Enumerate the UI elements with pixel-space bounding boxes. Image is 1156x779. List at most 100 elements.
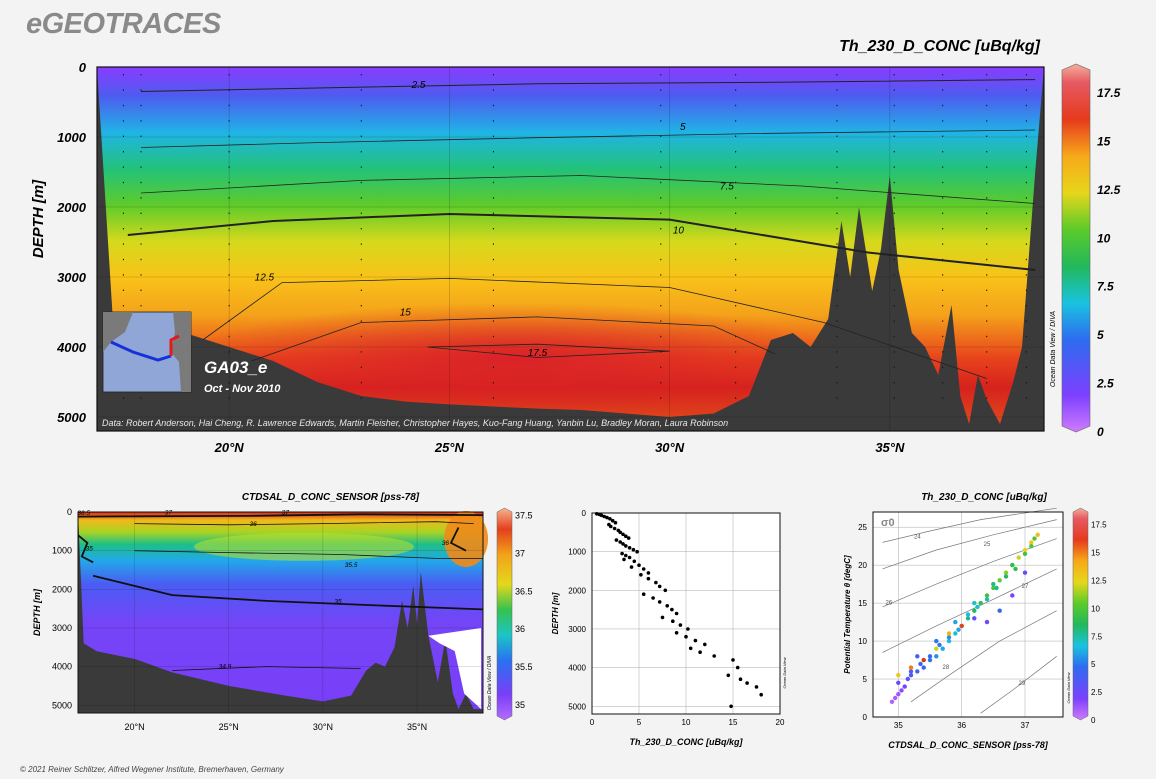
salinity-colorbar-tick-label: 36.5 [515, 586, 533, 596]
main-colorbar-tick-label: 15 [1097, 134, 1111, 148]
main-sample-mark [893, 289, 895, 291]
ts-point [953, 631, 958, 636]
main-sample-mark [360, 120, 362, 122]
main-sample-mark [735, 258, 737, 261]
main-sample-mark [836, 305, 838, 307]
ts-isopycnal [882, 507, 1057, 543]
salinity-contour-line [77, 513, 484, 518]
main-sample-mark [122, 74, 124, 76]
main-sample-mark [492, 305, 494, 307]
ts-point [934, 646, 939, 651]
profile-point [712, 654, 716, 658]
inset-map-track-blue [110, 340, 172, 362]
ts-point [975, 604, 980, 610]
main-sample-mark [836, 120, 838, 122]
profile-point [631, 547, 636, 552]
salinity-med-outflow [444, 511, 489, 568]
main-sample-mark [492, 197, 494, 199]
main-sample-mark [360, 212, 362, 214]
main-sample-mark [122, 104, 124, 107]
ts-y-tick-label: 20 [858, 561, 867, 570]
main-sample-mark [1025, 351, 1027, 353]
profile-point [684, 634, 688, 639]
main-sample-mark [986, 289, 988, 291]
main-sample-mark [1025, 258, 1027, 261]
main-sample-mark [228, 151, 230, 153]
profile-point [671, 619, 675, 623]
main-contour-line [427, 343, 670, 358]
ts-point [1029, 544, 1034, 549]
profile-point [637, 563, 641, 567]
main-sample-mark [360, 166, 362, 168]
main-sample-mark [228, 366, 230, 368]
salinity-contour-label: 35 [86, 546, 94, 553]
profile-x-tick-label: 10 [682, 718, 691, 727]
ts-point [972, 616, 977, 621]
main-y-tick-label: 2000 [56, 200, 87, 215]
main-sample-mark [893, 74, 895, 76]
main-sample-mark [492, 289, 494, 291]
main-colorbar-tick-label: 7.5 [1097, 280, 1114, 294]
main-sample-mark [140, 305, 142, 307]
section-date: Oct - Nov 2010 [204, 383, 281, 395]
main-sample-mark [942, 320, 944, 322]
profile-point [738, 677, 743, 681]
ts-sigma-label: σ0 [881, 517, 895, 529]
ts-point [965, 616, 971, 621]
main-sample-mark [140, 397, 142, 399]
main-sample-mark [836, 104, 838, 107]
profile-point [726, 673, 731, 678]
ts-x-tick-label: 35 [894, 721, 903, 730]
main-sample-mark [942, 366, 944, 368]
main-sample-mark [942, 135, 944, 137]
main-colorbar-tick-label: 17.5 [1097, 86, 1121, 100]
main-sample-mark [660, 120, 662, 122]
main-sample-mark [122, 289, 124, 291]
main-sample-mark [735, 104, 737, 107]
ts-point [889, 699, 895, 704]
salinity-contour-label: 35.5 [345, 562, 358, 569]
main-sample-mark [893, 120, 895, 122]
salinity-bathymetry [78, 512, 483, 713]
main-sample-mark [735, 151, 737, 153]
main-sample-mark [492, 351, 494, 353]
main-sample-mark [360, 382, 362, 384]
main-sample-mark [893, 181, 895, 184]
profile-x-tick-label: 0 [590, 718, 595, 727]
main-sample-mark [836, 397, 838, 399]
ts-point [965, 612, 971, 617]
profile-point [686, 627, 690, 631]
main-sample-mark [942, 335, 944, 338]
main-sample-mark [140, 228, 142, 230]
salinity-colorbar-tick-label: 37.5 [515, 511, 533, 521]
main-sample-mark [735, 197, 737, 199]
ts-point [902, 684, 907, 689]
main-contour-line [127, 212, 1036, 271]
ts-point [1032, 536, 1037, 541]
main-sample-mark [360, 351, 362, 353]
main-sample-mark [122, 258, 124, 261]
main-sample-mark [836, 366, 838, 368]
main-sample-mark [735, 120, 737, 122]
main-sample-mark [1025, 366, 1027, 368]
main-sample-mark [492, 258, 494, 261]
main-sample-mark [122, 166, 124, 168]
salinity-contour-label: 36 [250, 521, 258, 528]
ts-diagram-chart: Th_230_D_CONC [uBq/kg] 24 25 26 27 28 29 σ0 0 5 10… [843, 492, 1107, 750]
main-sample-mark [986, 366, 988, 368]
ts-colorbar-tick-label: 10 [1091, 604, 1100, 613]
data-credits: Data: Robert Anderson, Hai Cheng, R. Law… [102, 418, 728, 428]
main-x-tick-label: 30°N [655, 440, 685, 455]
ts-point [915, 654, 920, 659]
profile-point [618, 540, 622, 544]
ts-point [984, 593, 990, 598]
main-sample-mark [660, 397, 662, 399]
profile-point [646, 571, 651, 575]
main-sample-mark [122, 274, 124, 276]
main-sample-mark [893, 197, 895, 199]
ts-point [984, 597, 990, 602]
salinity-colorbar-tick-label: 37 [515, 548, 525, 558]
main-sample-mark [228, 135, 230, 137]
main-contour-line [140, 79, 1036, 92]
profile-point [620, 551, 624, 556]
